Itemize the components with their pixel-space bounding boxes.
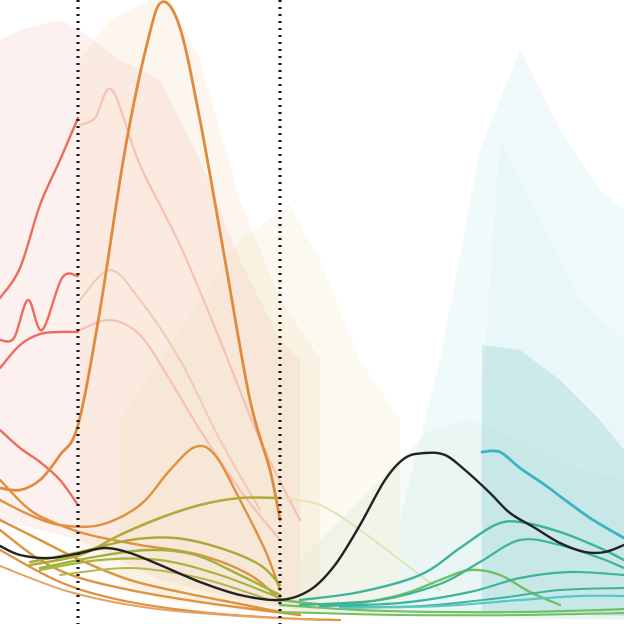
series-line-11 [0, 518, 282, 614]
series-line-23 [279, 611, 624, 617]
series-line-1 [78, 87, 302, 522]
series-line-5 [0, 272, 80, 343]
series-line-28 [338, 594, 624, 610]
confidence-band-2 [80, 0, 320, 615]
series-line-24 [298, 520, 624, 602]
series-line-15 [28, 496, 282, 567]
series-line-9 [0, 444, 282, 592]
series-line-25 [298, 538, 624, 607]
confidence-band-5 [400, 50, 624, 620]
series-line-6 [0, 330, 80, 370]
series-line-4 [0, 116, 80, 300]
series-line-17 [38, 548, 282, 597]
series-line-8 [0, 0, 282, 522]
reference-lines [76, 0, 282, 624]
series-line-7 [0, 428, 80, 507]
series-line-19 [59, 566, 271, 601]
confidence-band-4 [300, 420, 624, 620]
series-line-10 [0, 478, 282, 602]
series-line-14 [0, 565, 321, 621]
series-line-3 [79, 269, 261, 511]
series-line-22 [278, 603, 624, 614]
series-line-26 [318, 570, 624, 608]
series-line-2 [78, 318, 282, 542]
confidence-band-6 [480, 140, 624, 618]
confidence-band-3 [120, 205, 400, 618]
series-line-29 [480, 449, 624, 540]
series-line-30 [0, 451, 624, 602]
confidence-band-7 [482, 345, 624, 616]
series-line-18 [38, 557, 282, 600]
series-line-20 [279, 497, 441, 591]
